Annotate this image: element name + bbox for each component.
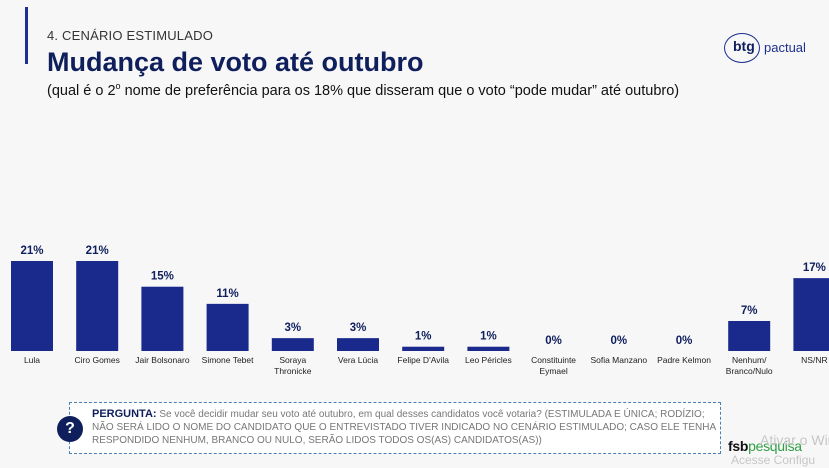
bar-11 — [728, 321, 771, 351]
value-label-9: 0% — [610, 335, 627, 347]
bar-7 — [467, 346, 510, 351]
btg-pactual-logo: btg pactual — [724, 33, 810, 63]
category-label-3-0: Simone Tebet — [202, 355, 254, 365]
activation-watermark-sub: Acesse Configu — [731, 453, 816, 467]
category-label-2-0: Jair Bolsonaro — [135, 355, 190, 365]
bar-2 — [141, 286, 184, 351]
category-label-6-0: Felipe D'Avila — [397, 355, 449, 365]
question-mark-icon: ? — [57, 416, 83, 442]
value-label-5: 3% — [350, 322, 367, 334]
value-label-8: 0% — [545, 335, 562, 347]
category-label-12-0: NS/NR — [801, 355, 827, 365]
activation-watermark: Ativar o Wir — [760, 432, 829, 448]
question-box — [69, 402, 721, 454]
bar-1 — [76, 261, 119, 351]
bar-12 — [793, 278, 829, 351]
logo-ring-icon — [724, 33, 760, 63]
category-label-10-0: Padre Kelmon — [657, 355, 711, 365]
value-label-12: 17% — [803, 262, 826, 274]
value-label-4: 3% — [284, 322, 301, 334]
bar-5 — [337, 338, 379, 351]
title-accent-bar — [25, 7, 28, 64]
value-label-10: 0% — [676, 335, 693, 347]
value-label-7: 1% — [480, 331, 497, 343]
category-label-8-0: Constituinte — [531, 355, 576, 365]
question-text: PERGUNTA: Se você decidir mudar seu voto… — [92, 408, 716, 446]
category-label-7-0: Leo Péricles — [465, 355, 512, 365]
value-label-6: 1% — [415, 331, 432, 343]
category-label-4-1: Thronicke — [274, 366, 312, 376]
category-label-11-0: Nenhum/ — [732, 355, 767, 365]
bar-0 — [11, 261, 53, 351]
value-label-0: 21% — [20, 245, 43, 257]
bar-6 — [402, 346, 445, 351]
category-label-11-1: Branco/Nulo — [726, 366, 773, 376]
page-subtitle: (qual é o 2o nome de preferência para os… — [47, 81, 680, 99]
bar-3 — [206, 303, 249, 351]
category-label-4-0: Soraya — [279, 355, 306, 365]
category-label-5-0: Vera Lúcia — [338, 355, 378, 365]
vote-change-bar-chart: 21% Lula 21% Ciro Gomes 15% Jair Bolsonaro 11%… — [11, 245, 829, 376]
page-title: Mudança de voto até outubro — [47, 47, 424, 77]
category-label-0-0: Lula — [24, 355, 40, 365]
bar-4 — [271, 338, 314, 351]
category-label-8-1: Eymael — [539, 366, 567, 376]
fsb-pesquisa-logo: fsbpesquisa — [728, 438, 802, 454]
value-label-1: 21% — [86, 245, 109, 257]
value-label-3: 11% — [216, 288, 238, 300]
section-label: 4. CENÁRIO ESTIMULADO — [47, 28, 214, 43]
category-label-9-0: Sofia Manzano — [590, 355, 647, 365]
value-label-11: 7% — [741, 305, 758, 317]
value-label-2: 15% — [151, 271, 174, 283]
category-label-1-0: Ciro Gomes — [75, 355, 120, 365]
